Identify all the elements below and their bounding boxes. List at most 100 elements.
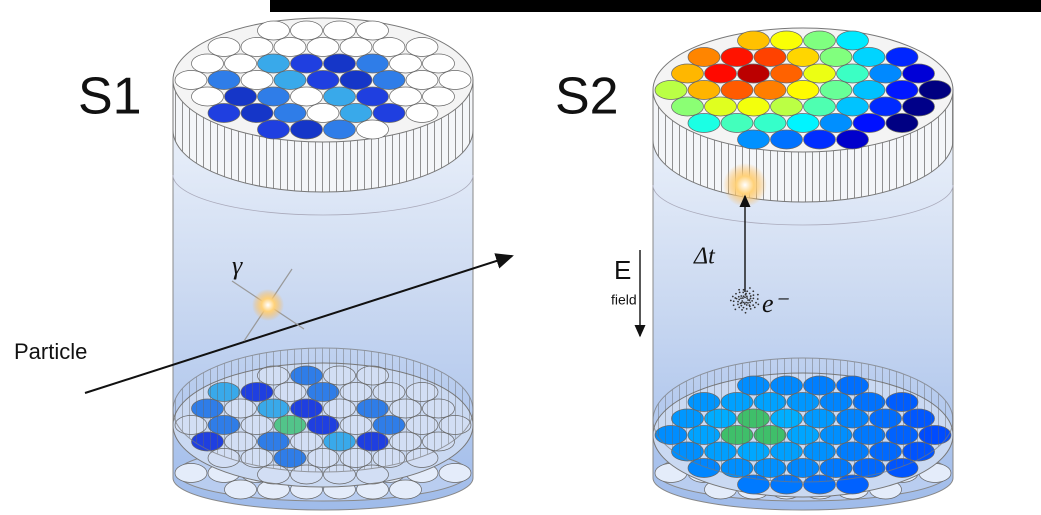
pmt: [423, 54, 455, 73]
electron: [746, 308, 748, 310]
pmt: [804, 97, 836, 116]
pmt: [886, 81, 918, 100]
pmt: [324, 54, 356, 73]
pmt: [837, 31, 869, 50]
pmt: [903, 64, 935, 83]
pmt: [655, 81, 687, 100]
pmt: [771, 97, 803, 116]
pmt: [340, 104, 372, 123]
pmt: [804, 130, 836, 149]
electron: [745, 312, 747, 314]
electron: [740, 295, 742, 297]
pmt: [373, 38, 405, 57]
pmt: [307, 38, 339, 57]
pmt: [357, 120, 389, 139]
pmt: [688, 114, 720, 133]
electron: [749, 287, 751, 289]
electron: [748, 299, 750, 301]
electron: [742, 297, 744, 299]
pmt: [787, 81, 819, 100]
pmt: [390, 87, 422, 106]
pmt: [853, 81, 885, 100]
electron-label: e⁻: [762, 289, 790, 318]
pmt: [771, 31, 803, 50]
pmt: [886, 48, 918, 67]
pmt: [241, 104, 273, 123]
electron: [734, 308, 736, 310]
pmt: [886, 114, 918, 133]
electron: [746, 297, 748, 299]
pmt: [837, 130, 869, 149]
pmt: [208, 71, 240, 90]
electron: [734, 297, 736, 299]
electron: [741, 309, 743, 311]
pmt: [672, 97, 704, 116]
pmt: [837, 64, 869, 83]
pmt: [225, 87, 257, 106]
pmt: [324, 87, 356, 106]
electron: [750, 308, 752, 310]
electron: [743, 295, 745, 297]
electron: [746, 296, 748, 298]
electron: [750, 295, 752, 297]
pmt: [373, 104, 405, 123]
electron: [743, 289, 745, 291]
electron: [752, 297, 754, 299]
pmt: [324, 21, 356, 40]
pmt: [406, 104, 438, 123]
electron: [738, 299, 740, 301]
electron: [757, 294, 759, 296]
pmt: [738, 130, 770, 149]
tpc-diagram: S1 S2 Particle γ Δt E field e⁻: [0, 0, 1041, 515]
electron: [733, 304, 735, 306]
electron: [730, 300, 732, 302]
pmt: [258, 21, 290, 40]
pmt: [241, 38, 273, 57]
electron: [753, 294, 755, 296]
delta-t-label: Δt: [693, 244, 716, 270]
pmt: [738, 64, 770, 83]
electron: [754, 307, 756, 309]
pmt: [820, 48, 852, 67]
pmt: [225, 54, 257, 73]
pmt: [721, 81, 753, 100]
pmt: [853, 114, 885, 133]
pmt: [820, 114, 852, 133]
pmt: [870, 64, 902, 83]
electron: [740, 305, 742, 307]
electron: [755, 302, 757, 304]
pmt: [357, 21, 389, 40]
electron: [741, 300, 743, 302]
electron: [743, 307, 745, 309]
electron: [743, 302, 745, 304]
pmt: [258, 120, 290, 139]
pmt: [291, 120, 323, 139]
pmt: [291, 54, 323, 73]
electron: [742, 292, 744, 294]
pmt: [390, 54, 422, 73]
pmt: [804, 64, 836, 83]
pmt: [208, 104, 240, 123]
particle-label: Particle: [14, 339, 87, 364]
pmt: [423, 87, 455, 106]
pmt: [705, 97, 737, 116]
pmt: [390, 480, 422, 499]
electron: [749, 293, 751, 295]
electron: [749, 305, 751, 307]
pmt: [291, 87, 323, 106]
pmt: [837, 97, 869, 116]
pmt: [258, 87, 290, 106]
electron: [752, 290, 754, 292]
electron: [752, 304, 754, 306]
pmt: [291, 21, 323, 40]
electron: [745, 302, 747, 304]
pmt: [870, 97, 902, 116]
pmt: [357, 54, 389, 73]
electron: [737, 304, 739, 306]
pmt: [787, 48, 819, 67]
pmt: [439, 71, 471, 90]
electron: [733, 300, 735, 302]
electron: [739, 291, 741, 293]
electron: [745, 293, 747, 295]
pmt: [192, 87, 224, 106]
